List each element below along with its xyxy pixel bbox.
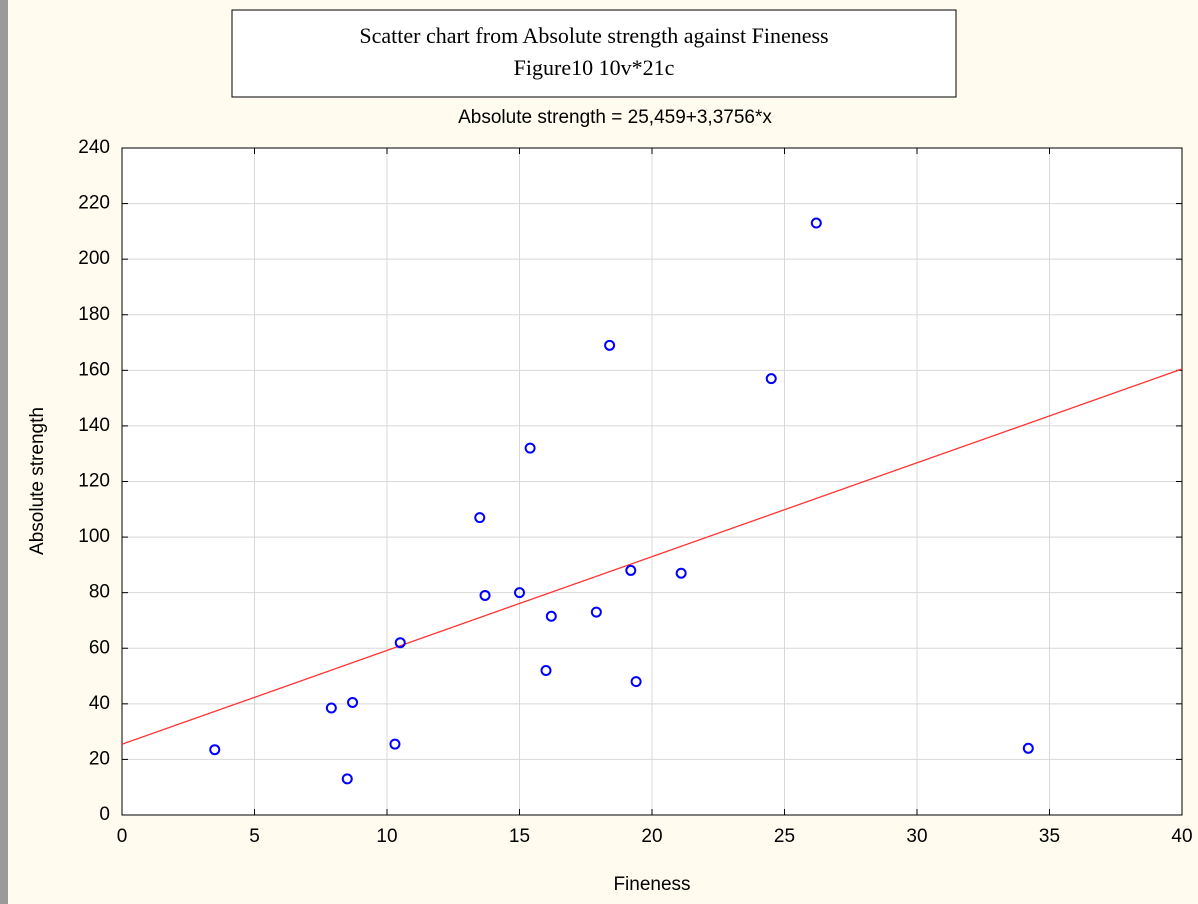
x-tick-label: 5: [249, 826, 260, 847]
y-tick-label: 60: [89, 637, 110, 658]
point: [325, 702, 337, 714]
x-tick-label: 40: [1171, 826, 1192, 847]
x-tick-label: 20: [641, 826, 662, 847]
y-tick-label: 40: [89, 693, 110, 714]
plot-frame: [121, 147, 1183, 816]
x-tick-label: 15: [509, 826, 530, 847]
point: [765, 373, 777, 385]
point: [630, 676, 642, 688]
y-axis-label: Absolute strength: [27, 407, 48, 555]
point: [209, 744, 221, 756]
point: [810, 217, 822, 229]
y-tick-label: 220: [78, 193, 110, 214]
point: [625, 564, 637, 576]
point: [347, 696, 359, 708]
regression-line: [121, 368, 1183, 745]
chart-title: Scatter chart from Absolute strength aga…: [359, 23, 828, 48]
y-tick-label: 0: [99, 804, 110, 825]
point: [545, 610, 557, 622]
y-tick-label: 200: [78, 248, 110, 269]
x-tick-label: 10: [376, 826, 397, 847]
y-tick-label: 240: [78, 137, 110, 158]
point: [389, 738, 401, 750]
point: [604, 339, 616, 351]
x-tick-label: 0: [117, 826, 128, 847]
point: [675, 567, 687, 579]
y-tick-label: 80: [89, 582, 110, 603]
title-box: [231, 9, 957, 98]
x-tick-label: 35: [1039, 826, 1060, 847]
x-tick-label: 25: [774, 826, 795, 847]
point: [474, 512, 486, 524]
point: [479, 589, 491, 601]
point: [590, 606, 602, 618]
point: [394, 637, 406, 649]
point: [540, 664, 552, 676]
y-tick-label: 120: [78, 471, 110, 492]
y-tick-label: 180: [78, 304, 110, 325]
y-tick-label: 140: [78, 415, 110, 436]
x-axis-label: Fineness: [613, 874, 690, 895]
point: [524, 442, 536, 454]
equation: Absolute strength = 25,459+3,3756*x: [458, 107, 772, 128]
point: [514, 587, 525, 599]
point: [341, 773, 353, 785]
y-tick-label: 100: [78, 526, 110, 547]
left-border: [0, 0, 8, 904]
x-tick-label: 30: [906, 826, 927, 847]
point: [1022, 742, 1034, 754]
y-tick-label: 160: [78, 359, 110, 380]
y-tick-label: 20: [89, 748, 110, 769]
chart-subtitle: Figure10 10v*21c: [514, 55, 675, 80]
